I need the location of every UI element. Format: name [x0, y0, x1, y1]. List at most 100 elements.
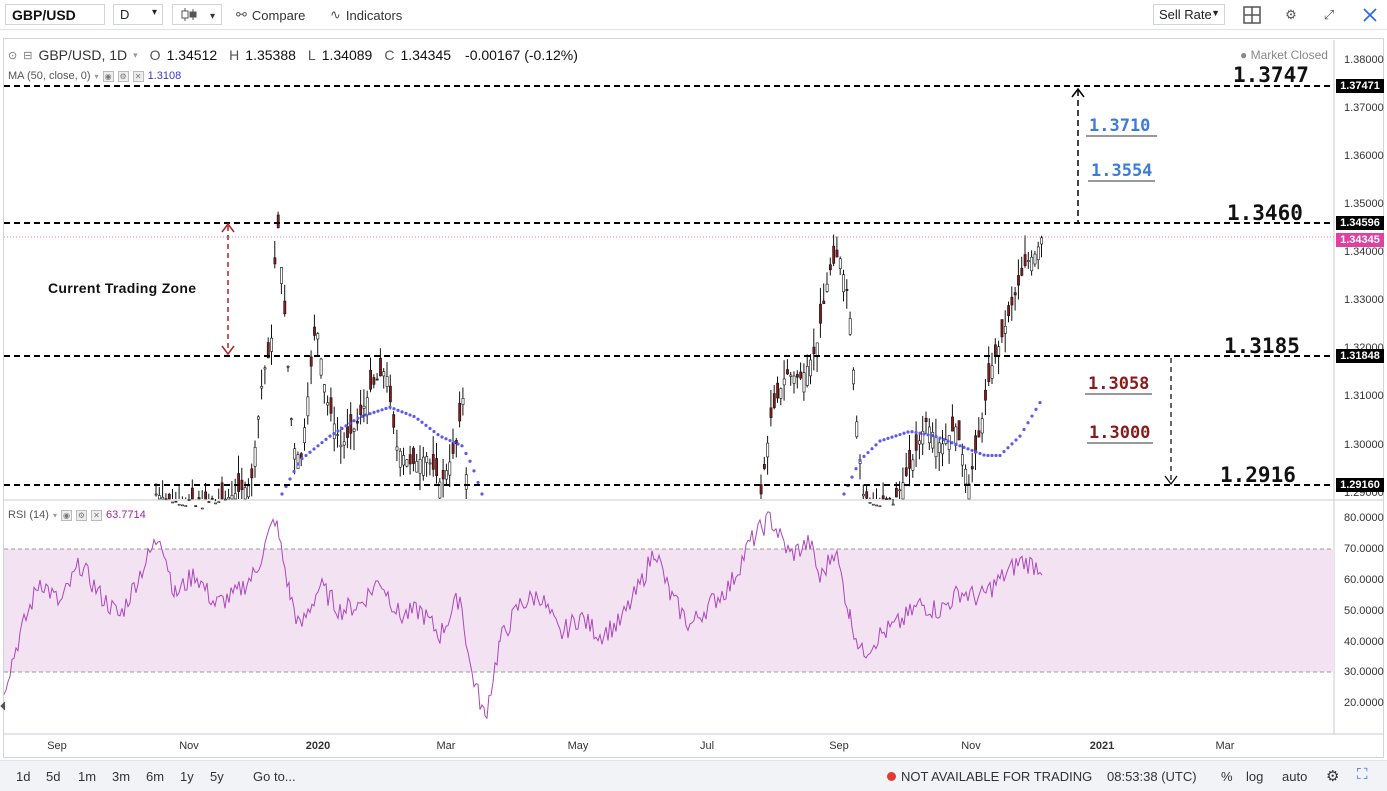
candle-body — [990, 365, 994, 379]
fullscreen-icon[interactable]: ⛶ — [1357, 766, 1368, 783]
candlestick-icon: ▾ — [181, 8, 215, 22]
minimize-icon[interactable]: ⊟ — [23, 49, 33, 62]
candle-body — [464, 474, 468, 490]
candle-body — [319, 358, 323, 376]
chart-type-select[interactable]: ▾ — [172, 4, 222, 25]
candle-body — [224, 498, 227, 501]
candle-body — [247, 485, 250, 498]
range-1d[interactable]: 1d — [16, 769, 31, 784]
candle-body — [1007, 305, 1011, 316]
range-1m[interactable]: 1m — [78, 769, 97, 784]
ma-point — [914, 430, 918, 435]
layout-grid-icon[interactable] — [1242, 5, 1262, 25]
candle-body — [766, 442, 770, 458]
goto-button[interactable]: Go to... — [253, 769, 296, 784]
range-5d[interactable]: 5d — [46, 769, 61, 784]
candle-body — [828, 264, 832, 271]
range-5y[interactable]: 5y — [210, 769, 224, 784]
rsi-tick: 80.0000 — [1344, 512, 1384, 524]
y-tick: 1.38000 — [1344, 54, 1384, 66]
chevron-down-icon[interactable]: ▾ — [52, 510, 57, 520]
candle-body — [852, 369, 855, 385]
candle-body — [365, 397, 369, 416]
candle-body — [980, 418, 984, 434]
candle-body — [425, 456, 429, 463]
chevron-down-icon[interactable]: ▾ — [133, 49, 138, 60]
ma-point — [292, 469, 296, 474]
ma-point — [416, 417, 420, 421]
candle-body — [194, 505, 198, 507]
candle-body — [931, 432, 935, 449]
trading-zone-label: Current Trading Zone — [48, 280, 197, 296]
candle-body — [885, 498, 888, 500]
candle-body — [762, 464, 766, 469]
level-label-1: 1.3747 — [1233, 63, 1309, 87]
candle-body — [960, 454, 964, 466]
candle-body — [911, 459, 915, 471]
close-icon[interactable] — [1360, 5, 1380, 25]
x-tick: Nov — [961, 740, 981, 752]
gear-icon[interactable]: ⚙ — [1285, 7, 1297, 22]
rsi-tick: 40.0000 — [1344, 636, 1384, 648]
gear-icon[interactable]: ⚙ — [1326, 768, 1340, 785]
close-icon[interactable]: ✕ — [132, 70, 144, 82]
x-tick: Nov — [179, 740, 199, 752]
eye-icon[interactable]: ◉ — [60, 509, 72, 521]
gear-icon[interactable]: ⚙ — [117, 70, 129, 82]
ma-point — [854, 467, 858, 471]
ma-point — [1010, 442, 1014, 446]
ma-point — [328, 434, 332, 438]
ma-point — [368, 412, 372, 416]
interval-select[interactable]: D ▾ — [113, 4, 163, 25]
candle-body — [1000, 319, 1004, 338]
candle-body — [898, 489, 902, 492]
candle-body — [957, 420, 961, 441]
candle-body — [273, 257, 277, 265]
auto-toggle[interactable]: auto — [1282, 769, 1308, 784]
gear-icon[interactable]: ⚙ — [75, 509, 87, 521]
candle-body — [322, 384, 326, 393]
range-3m[interactable]: 3m — [112, 769, 131, 784]
indicators-button[interactable]: ∿ Indicators — [330, 6, 402, 24]
ma-point — [954, 442, 958, 446]
log-toggle[interactable]: log — [1246, 769, 1264, 784]
compare-button[interactable]: ⚯ Compare — [236, 6, 305, 24]
eye-icon[interactable]: ◉ — [102, 70, 114, 82]
percent-toggle[interactable]: % — [1221, 769, 1233, 784]
candle-body — [171, 501, 175, 504]
collapse-icon[interactable]: ⊙ — [8, 49, 18, 62]
target-label-blue-2: 1.3554 — [1091, 161, 1153, 181]
trading-status: NOT AVAILABLE FOR TRADING — [887, 769, 1092, 784]
candle-body — [220, 482, 224, 500]
rate-select[interactable]: Sell Rate ▼ — [1153, 4, 1225, 25]
range-1y[interactable]: 1y — [180, 769, 194, 784]
candle-body — [339, 444, 343, 448]
open-value: 1.34512 — [166, 47, 218, 63]
candle-body — [901, 482, 905, 500]
ma-point — [348, 421, 352, 425]
ma-line — [280, 401, 1042, 496]
candle-body — [809, 359, 813, 377]
close-icon[interactable]: ✕ — [90, 509, 102, 521]
ma-point — [476, 480, 480, 485]
rate-select-value: Sell Rate — [1159, 7, 1212, 22]
ma-point — [344, 424, 348, 428]
ma-point — [910, 430, 914, 434]
ma-point — [340, 426, 344, 431]
low-label: L — [307, 47, 316, 63]
range-6m[interactable]: 6m — [146, 769, 165, 784]
ma-point — [400, 410, 404, 414]
candle-body — [382, 371, 386, 377]
ma-point — [962, 445, 966, 449]
candle-body — [448, 461, 452, 476]
ma-point — [850, 475, 854, 479]
candle-body — [385, 376, 389, 387]
symbol-input[interactable]: GBP/USD — [5, 4, 105, 25]
candle-body — [336, 434, 340, 436]
chevron-down-icon[interactable]: ▾ — [94, 71, 99, 81]
fullscreen-icon[interactable]: ⤢ — [1323, 7, 1335, 22]
rsi-tick: 60.0000 — [1344, 574, 1384, 586]
ma-point — [432, 429, 436, 434]
close-value: 1.34345 — [400, 47, 452, 63]
